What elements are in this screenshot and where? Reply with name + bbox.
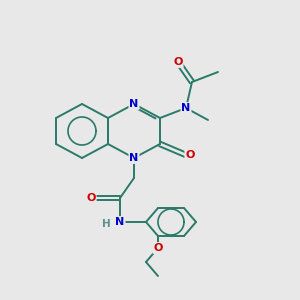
Text: O: O xyxy=(86,193,96,203)
Text: H: H xyxy=(102,219,110,229)
Text: N: N xyxy=(116,217,124,227)
Text: N: N xyxy=(182,103,190,113)
Text: O: O xyxy=(153,243,163,253)
Text: O: O xyxy=(185,150,195,160)
Text: O: O xyxy=(173,57,183,67)
Text: N: N xyxy=(129,153,139,163)
Text: N: N xyxy=(129,99,139,109)
